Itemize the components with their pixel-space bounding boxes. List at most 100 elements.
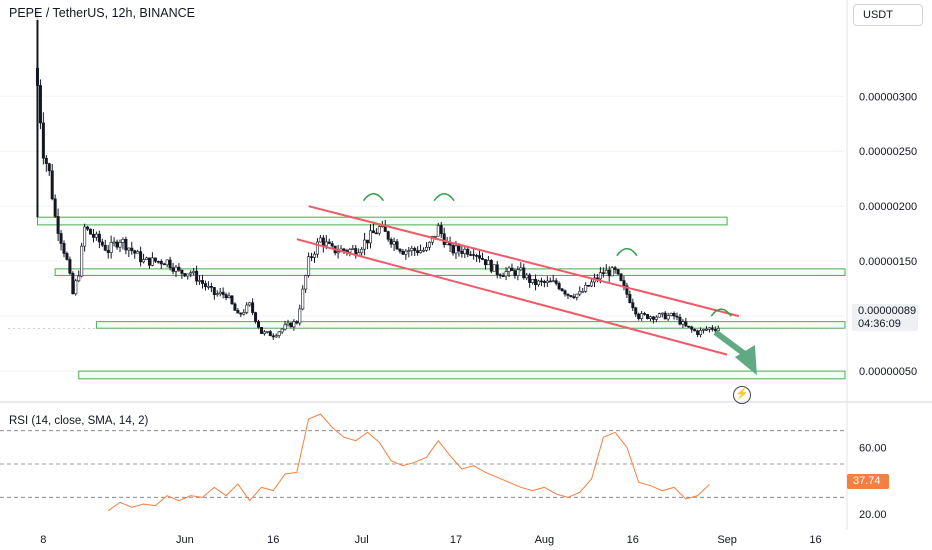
candle [206, 281, 210, 290]
candle [507, 266, 511, 278]
candle [198, 275, 202, 285]
lightning-icon[interactable]: ⚡ [733, 386, 751, 404]
candle-body [581, 291, 585, 293]
candle-body [159, 260, 163, 265]
candle-body [221, 291, 225, 295]
candle-body [587, 284, 591, 287]
candle [304, 274, 308, 293]
currency-button[interactable]: USDT [853, 4, 923, 26]
candle-body [551, 280, 555, 282]
candle-body [483, 259, 487, 266]
candle-body [83, 226, 87, 247]
candle-body [696, 330, 700, 335]
candle-body [248, 302, 252, 306]
candle-body [292, 321, 296, 328]
candle-body [195, 270, 199, 282]
candle-body [289, 322, 293, 328]
candle-body [183, 273, 187, 277]
candle-body [539, 280, 543, 283]
candle-body [236, 310, 240, 314]
candle-body [607, 269, 611, 277]
candle [374, 228, 378, 235]
candle-body [89, 228, 93, 235]
candle [551, 274, 555, 283]
candle-body [648, 316, 652, 319]
candle-body [666, 315, 670, 320]
candle [486, 255, 490, 266]
candle-body [177, 266, 181, 271]
candle [525, 272, 529, 281]
candle-body [174, 266, 178, 272]
candle-body [171, 267, 175, 272]
candle [369, 224, 373, 249]
candle [257, 319, 261, 330]
candle [145, 256, 149, 260]
channel-upper-line [308, 205, 740, 318]
rsi-pane [0, 413, 845, 512]
candle-body [142, 259, 146, 263]
candle [625, 282, 629, 298]
candle-body [442, 233, 446, 245]
candle [91, 229, 95, 243]
candle-body [654, 316, 658, 320]
candle [648, 315, 652, 322]
candle-body [475, 255, 479, 257]
candle-body [389, 239, 393, 245]
candle [619, 273, 623, 282]
candle-body [693, 329, 697, 332]
candle [227, 292, 231, 299]
candle-body [713, 329, 717, 331]
price-tick-label: 0.00000050 [859, 366, 917, 378]
candle-body [643, 313, 647, 315]
candle-body [422, 249, 426, 252]
candle [180, 269, 184, 279]
price-tick-label: 0.00000200 [859, 201, 917, 213]
candle [463, 246, 467, 259]
candle-body [660, 312, 664, 315]
candle-body [374, 232, 378, 235]
candle-body [268, 331, 272, 337]
rsi-tick-label: 20.00 [859, 509, 887, 521]
candle [363, 232, 367, 256]
time-tick-label: 16 [809, 534, 821, 546]
candle-body [610, 267, 614, 277]
candle [422, 247, 426, 253]
candle-body [601, 272, 605, 274]
candle [86, 225, 90, 231]
candle [666, 312, 670, 321]
time-tick-label: Jul [355, 534, 369, 546]
candle [183, 273, 187, 278]
candle [413, 246, 417, 257]
candle-body [640, 313, 644, 319]
candle [607, 266, 611, 282]
candle [495, 261, 499, 279]
candle-body [62, 243, 66, 254]
candle-body [590, 281, 594, 287]
candle [41, 112, 45, 165]
candle-body [147, 257, 151, 266]
candle-body [416, 250, 420, 254]
price-tick-label: 0.00000250 [859, 146, 917, 158]
candle-body [136, 251, 140, 254]
candle-body [684, 321, 688, 327]
candle [245, 302, 249, 315]
candle-body [257, 321, 261, 328]
projection-arrow-head [734, 345, 757, 376]
candle [62, 240, 66, 258]
candle [133, 249, 137, 259]
candle [224, 292, 228, 301]
candle-body [127, 247, 131, 251]
candle-body [53, 198, 57, 217]
candle [590, 278, 594, 288]
candle [684, 317, 688, 327]
candle [699, 327, 703, 338]
candle-body [313, 253, 317, 258]
candle [156, 260, 160, 264]
candle-body [598, 272, 602, 280]
candle-body [563, 290, 567, 295]
candle-body [536, 280, 540, 286]
candle [536, 279, 540, 287]
candle [475, 253, 479, 263]
candle-body [245, 304, 249, 313]
